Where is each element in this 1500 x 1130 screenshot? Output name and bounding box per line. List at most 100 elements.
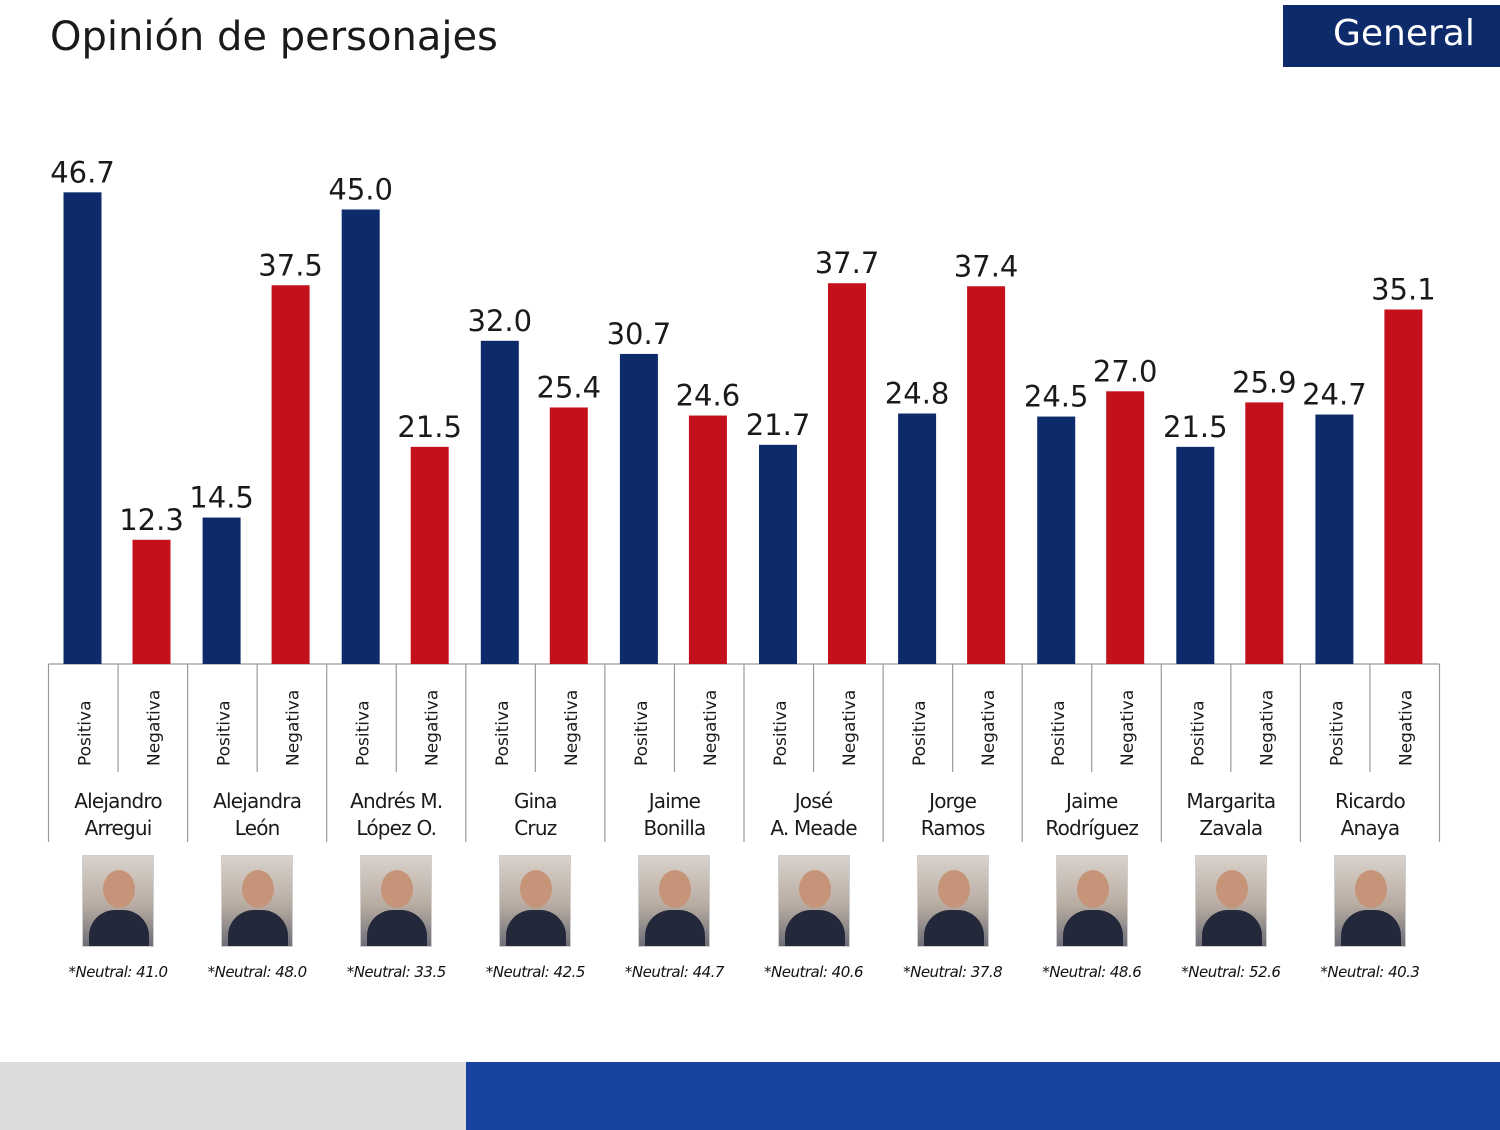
neutral-note: *Neutral: 44.7 xyxy=(624,963,725,981)
series-tick-label: Negativa xyxy=(145,690,165,766)
series-tick-label: Negativa xyxy=(423,690,443,766)
candidate-photo xyxy=(1194,855,1267,947)
candidate-photo xyxy=(82,855,155,947)
photo-head-shape xyxy=(659,870,692,908)
category-label: Jaime xyxy=(1064,789,1118,813)
bar-negative xyxy=(828,283,866,664)
category-label: Margarita xyxy=(1186,789,1275,813)
bar-positive xyxy=(1315,414,1354,664)
data-label: 45.0 xyxy=(328,173,393,207)
photo-body-shape xyxy=(1201,910,1262,946)
category-label: León xyxy=(235,816,280,840)
category-label: Ricardo xyxy=(1335,789,1405,813)
neutral-note: *Neutral: 40.3 xyxy=(1320,963,1420,981)
photo-head-shape xyxy=(242,870,275,908)
footer-band-gray xyxy=(0,1062,466,1130)
category-label: A. Meade xyxy=(770,816,857,840)
series-tick-label: Negativa xyxy=(1396,690,1416,766)
bar-positive xyxy=(202,517,241,664)
bar-negative xyxy=(688,415,727,664)
data-label: 32.0 xyxy=(468,304,533,338)
series-tick-label: Positiva xyxy=(910,701,930,767)
category-label: Gina xyxy=(514,789,557,813)
data-label: 27.0 xyxy=(1093,354,1158,388)
series-tick-label: Positiva xyxy=(632,701,652,767)
photo-head-shape xyxy=(937,870,970,908)
photo-body-shape xyxy=(923,910,984,946)
category-label: López O. xyxy=(356,816,436,840)
candidate-photo xyxy=(360,855,433,947)
data-label: 24.5 xyxy=(1024,380,1089,414)
footer-band-blue xyxy=(466,1062,1500,1130)
candidate-photo xyxy=(1333,855,1406,947)
photo-head-shape xyxy=(798,870,831,908)
category-label: Zavala xyxy=(1199,816,1262,840)
data-label: 37.4 xyxy=(954,249,1019,283)
series-tick-label: Positiva xyxy=(771,701,791,767)
bar-negative xyxy=(1245,402,1284,664)
bar-positive xyxy=(1037,416,1076,664)
candidate-photo xyxy=(221,855,294,947)
photo-head-shape xyxy=(1076,870,1109,908)
photo-head-shape xyxy=(1354,870,1387,908)
category-label: Anaya xyxy=(1341,816,1400,840)
neutral-note: *Neutral: 48.6 xyxy=(1042,963,1142,981)
data-label: 37.7 xyxy=(815,246,880,280)
series-tick-label: Negativa xyxy=(1257,690,1277,766)
series-tick-label: Positiva xyxy=(1049,701,1069,767)
series-tick-label: Positiva xyxy=(493,701,513,767)
series-tick-label: Negativa xyxy=(840,690,860,766)
category-label: Ramos xyxy=(921,816,985,840)
neutral-note: *Neutral: 48.0 xyxy=(207,963,308,981)
data-label: 37.5 xyxy=(258,248,323,282)
series-tick-label: Negativa xyxy=(284,690,304,766)
series-tick-label: Negativa xyxy=(979,690,999,766)
photo-body-shape xyxy=(228,910,289,946)
series-tick-label: Negativa xyxy=(701,690,721,766)
bar-positive xyxy=(1176,446,1215,664)
series-tick-label: Positiva xyxy=(1188,701,1208,767)
bar-positive xyxy=(480,340,519,664)
bar-negative xyxy=(132,539,171,664)
photo-body-shape xyxy=(89,910,150,946)
candidate-photo xyxy=(1055,855,1128,947)
category-label: Arregui xyxy=(85,816,152,840)
series-tick-label: Negativa xyxy=(562,690,582,766)
category-label: Cruz xyxy=(514,816,556,840)
photo-body-shape xyxy=(1340,910,1401,946)
data-label: 24.6 xyxy=(676,379,741,413)
neutral-note: *Neutral: 52.6 xyxy=(1181,963,1281,981)
category-label: Bonilla xyxy=(643,816,705,840)
photo-head-shape xyxy=(520,870,553,908)
category-label: Rodríguez xyxy=(1045,816,1138,840)
bar-positive xyxy=(63,192,102,664)
photo-head-shape xyxy=(103,870,136,908)
candidate-photo xyxy=(638,855,711,947)
general-badge: General xyxy=(1283,5,1500,67)
bar-negative xyxy=(1106,391,1145,664)
data-label: 21.5 xyxy=(397,410,462,444)
bar-negative xyxy=(271,285,310,664)
data-label: 35.1 xyxy=(1371,272,1436,306)
data-label: 46.7 xyxy=(50,155,115,189)
data-label: 24.8 xyxy=(885,377,950,411)
photo-body-shape xyxy=(367,910,428,946)
category-label: Andrés M. xyxy=(350,789,442,813)
series-tick-label: Positiva xyxy=(1327,701,1347,767)
bar-positive xyxy=(898,413,937,664)
data-label: 12.3 xyxy=(119,503,184,537)
photo-body-shape xyxy=(645,910,706,946)
chart-title: Opinión de personajes xyxy=(50,14,498,60)
series-tick-label: Negativa xyxy=(1118,690,1138,766)
category-label: Alejandro xyxy=(74,789,162,813)
category-label: Jaime xyxy=(647,789,701,813)
candidate-photo xyxy=(499,855,572,947)
neutral-note: *Neutral: 37.8 xyxy=(903,963,1003,981)
data-label: 21.7 xyxy=(746,408,811,442)
bar-negative xyxy=(967,286,1006,664)
photo-body-shape xyxy=(506,910,567,946)
candidate-photo xyxy=(916,855,989,947)
bar-positive xyxy=(341,209,380,664)
candidate-photo xyxy=(777,855,850,947)
category-label: José xyxy=(793,789,833,813)
